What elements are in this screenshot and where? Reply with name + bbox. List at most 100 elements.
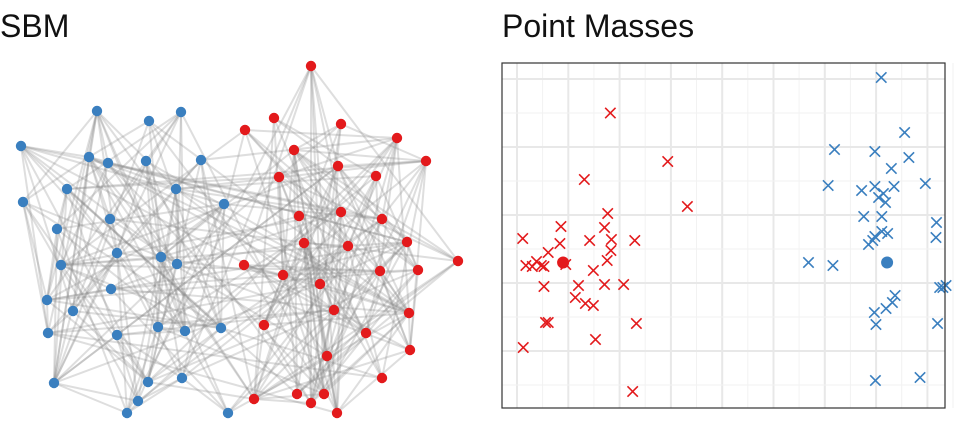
- network-node-red: [318, 388, 330, 400]
- network-node-red: [293, 210, 305, 222]
- network-edge: [53, 334, 118, 384]
- network-edge: [20, 145, 90, 158]
- scatter-point-blue: [828, 143, 841, 156]
- network-edge: [147, 159, 202, 383]
- network-edge: [88, 120, 150, 158]
- network-node-red: [360, 327, 372, 339]
- network-edge: [88, 156, 321, 285]
- network-edge: [47, 309, 335, 334]
- network-node-blue: [195, 154, 207, 166]
- network-edge: [243, 264, 325, 395]
- network-node-blue: [41, 294, 53, 306]
- network-edge: [278, 176, 459, 262]
- scatter-point-blue: [822, 179, 834, 192]
- network-edge: [20, 145, 149, 383]
- scatter-point-red: [605, 233, 618, 246]
- network-edge: [326, 175, 377, 357]
- network-edge: [88, 156, 111, 220]
- network-edge: [253, 245, 349, 400]
- network-edge: [53, 156, 90, 384]
- network-edge: [175, 159, 202, 190]
- scatter-point-red: [661, 155, 674, 168]
- network-edge: [126, 256, 162, 414]
- network-edge: [243, 264, 284, 276]
- network-edge: [293, 149, 427, 162]
- network-edge: [282, 274, 321, 285]
- network-node-red: [273, 171, 285, 183]
- network-edge: [88, 156, 118, 254]
- sbm-title: SBM: [0, 8, 70, 44]
- edge-layer: [20, 65, 459, 414]
- network-edge: [116, 252, 186, 332]
- network-edge: [88, 156, 255, 400]
- network-edge: [220, 218, 383, 329]
- network-edge: [263, 274, 284, 326]
- network-edge: [303, 242, 383, 379]
- network-edge: [175, 188, 383, 220]
- scatter-point-red: [598, 221, 611, 234]
- network-edge: [243, 264, 410, 314]
- network-edge: [148, 120, 328, 357]
- network-edge: [116, 334, 149, 383]
- network-edge: [336, 211, 342, 414]
- network-node-red: [452, 255, 464, 267]
- centroid-blue: [881, 256, 894, 269]
- network-edge: [175, 160, 427, 190]
- scatter-point-blue: [868, 306, 881, 319]
- network-edge: [110, 211, 342, 290]
- network-node-blue: [61, 183, 73, 195]
- scatter-point-red: [604, 107, 617, 119]
- network-node-blue: [17, 196, 29, 208]
- network-edge: [147, 137, 398, 383]
- point-masses-title: Point Masses: [502, 8, 695, 44]
- network-edge: [66, 176, 280, 190]
- network-node-blue: [222, 407, 234, 419]
- network-edge: [319, 241, 408, 285]
- scatter-point-blue: [872, 191, 885, 204]
- network-edge: [310, 218, 383, 404]
- network-edge: [181, 65, 312, 379]
- network-node-red: [374, 265, 386, 277]
- network-node-blue: [179, 325, 191, 337]
- network-edge: [53, 228, 58, 384]
- network-edge: [20, 145, 225, 205]
- network-edge: [110, 203, 225, 290]
- network-edge: [157, 326, 325, 395]
- network-edge: [56, 203, 225, 230]
- network-edge: [47, 332, 383, 379]
- scatter-point-blue: [940, 279, 952, 292]
- network-edge: [253, 393, 325, 400]
- network-edge: [181, 377, 229, 414]
- network-edge: [200, 159, 222, 329]
- network-edge: [53, 111, 182, 384]
- network-edge: [109, 218, 159, 328]
- network-edge: [96, 110, 186, 332]
- network-node-red: [342, 240, 354, 252]
- network-edge: [20, 145, 222, 329]
- scatter-point-blue: [802, 256, 815, 269]
- network-node-blue: [15, 140, 27, 152]
- network-node-red: [331, 407, 343, 419]
- network-edge: [47, 310, 74, 334]
- network-edge: [22, 156, 90, 203]
- network-edge: [293, 149, 328, 357]
- network-node-red: [335, 118, 347, 130]
- network-edge: [22, 201, 48, 301]
- network-edge: [243, 264, 381, 272]
- network-node-blue: [175, 106, 187, 118]
- network-edge: [88, 156, 408, 243]
- network-node-red: [305, 397, 317, 409]
- scatter-point-blue: [827, 259, 839, 272]
- network-edge: [293, 123, 342, 151]
- network-edge: [107, 162, 408, 243]
- network-edge: [375, 175, 419, 271]
- network-edge: [303, 137, 398, 244]
- network-node-red: [298, 237, 310, 249]
- network-edge: [409, 160, 427, 351]
- network-edge: [116, 334, 183, 379]
- network-edge: [243, 264, 367, 334]
- network-node-blue: [121, 407, 133, 419]
- network-edge: [60, 256, 162, 266]
- network-edge: [47, 110, 98, 334]
- network-edge: [110, 288, 229, 414]
